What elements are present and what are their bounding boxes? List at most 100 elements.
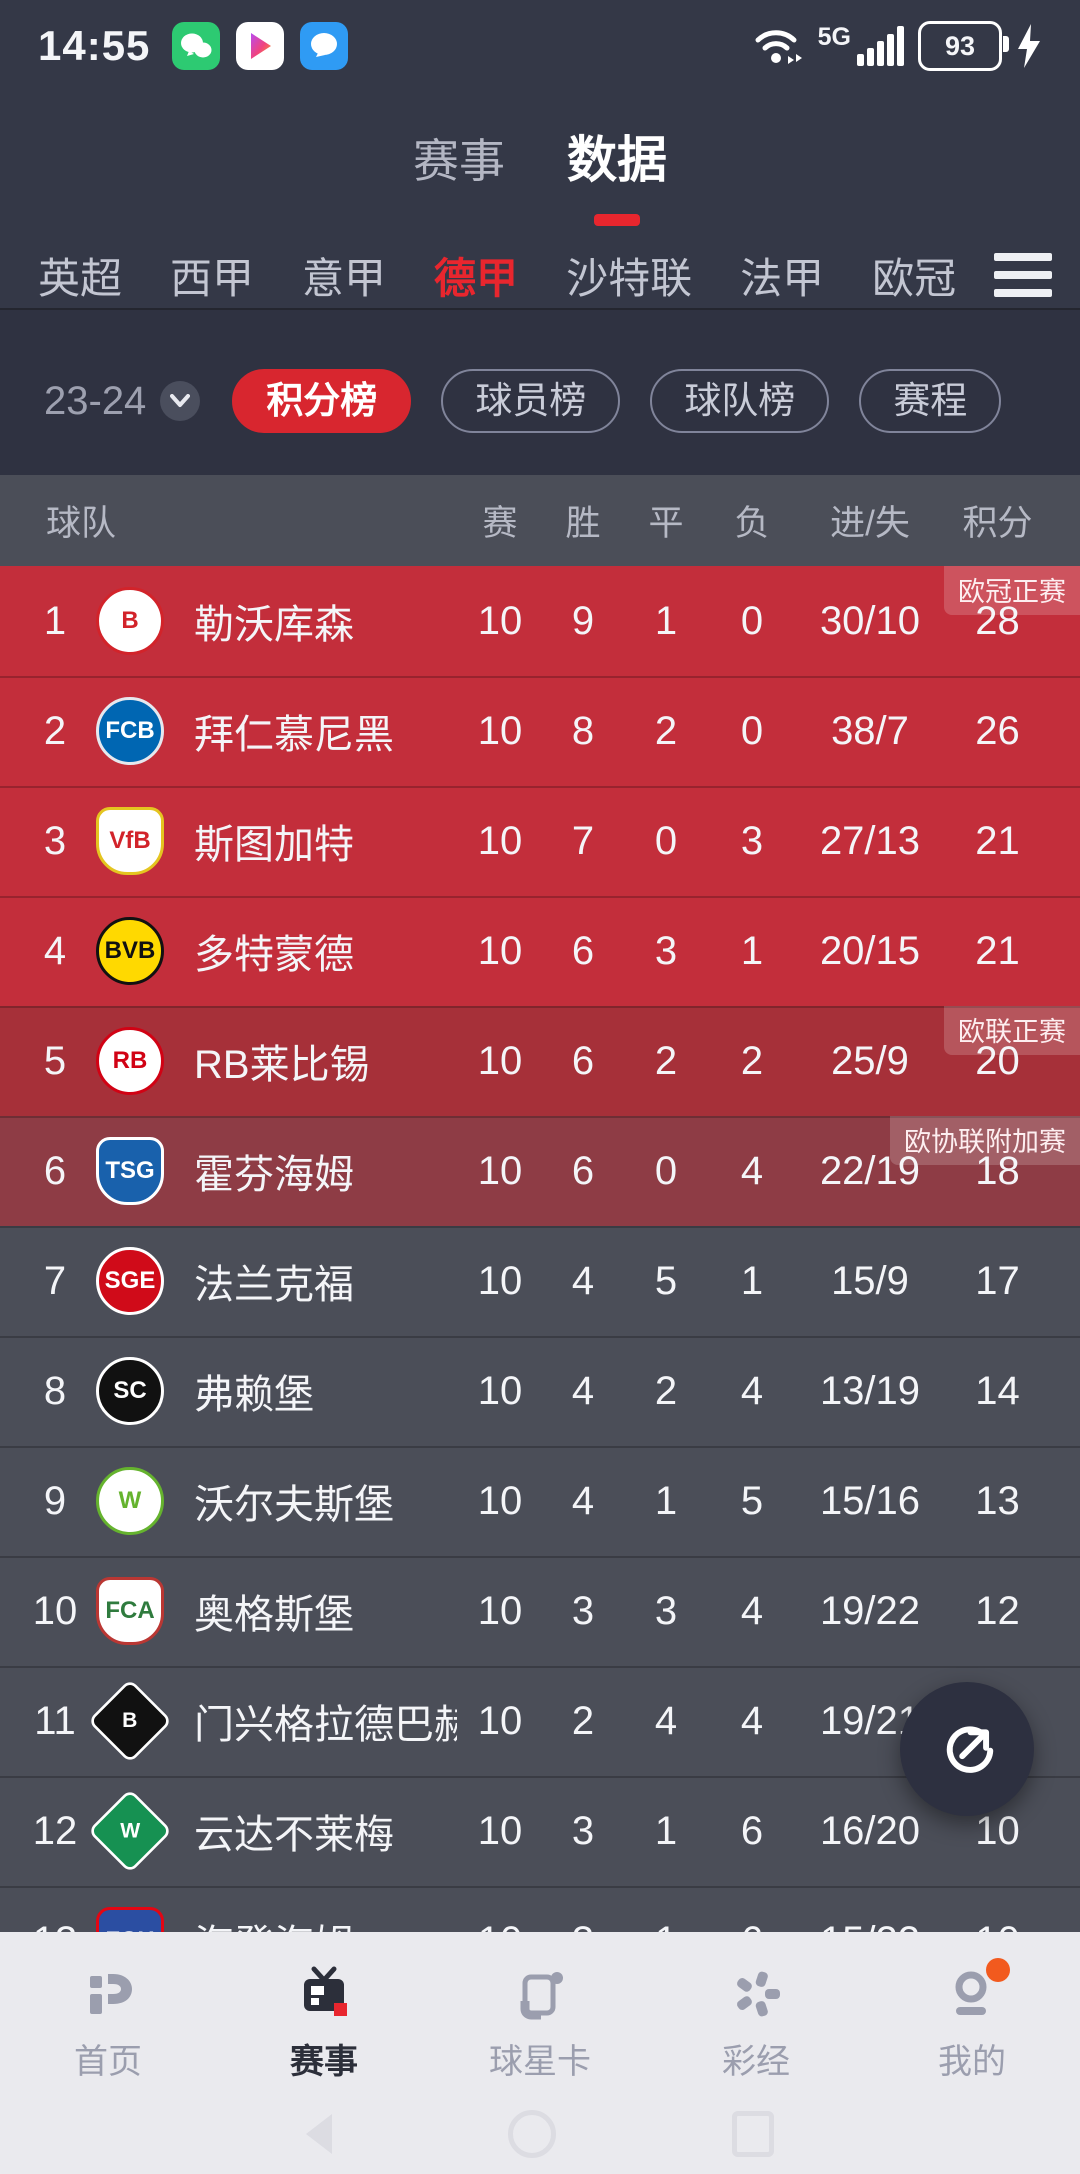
lottery-pinwheel-icon [728,1966,784,2022]
team-logo: FCB [96,697,164,765]
stat-win: 4 [571,1368,595,1413]
back-button[interactable] [306,2114,332,2154]
league-tab-seriea[interactable]: 意甲 [302,254,387,302]
zone-badge: 欧联正赛 [944,1006,1080,1055]
stat-draw: 0 [654,1148,678,1193]
league-tab-bundesliga[interactable]: 德甲 [434,254,519,302]
nav-label: 首页 [74,2043,142,2081]
stat-draw: 0 [654,818,678,863]
table-row[interactable]: 5 RB RB莱比锡 10 6 2 2 25/9 20 欧联正赛 [0,1006,1080,1116]
league-tab-scroller[interactable]: 英超 西甲 意甲 德甲 沙特联 法甲 欧冠 [0,245,968,306]
android-gesture-bar [0,2110,1080,2158]
pill-schedule[interactable]: 赛程 [859,369,1002,433]
wifi-icon [755,30,802,64]
rank: 1 [43,598,67,643]
stat-draw: 5 [654,1258,678,1303]
notification-app-icons [172,22,349,70]
team-logo: VfB [96,807,164,875]
nav-label: 彩经 [722,2043,790,2081]
table-row[interactable]: 6 TSG 霍芬海姆 10 6 0 4 22/19 18 欧协联附加赛 [0,1116,1080,1226]
stat-points: 10 [975,1808,1020,1853]
nav-home[interactable]: 首页 [0,1966,216,2083]
team-name: RB莱比锡 [194,1043,370,1087]
stat-loss: 0 [740,708,764,753]
filter-row: 23-24 积分榜 球员榜 球队榜 赛程 [0,368,1080,434]
pill-teams[interactable]: 球队榜 [650,369,830,433]
col-win: 胜 [565,504,601,543]
recents-button[interactable] [732,2111,774,2157]
view-pills: 积分榜 球员榜 球队榜 赛程 [232,369,1002,433]
home-button[interactable] [508,2110,556,2158]
stat-win: 6 [571,1038,595,1083]
share-fab[interactable] [900,1682,1034,1816]
team-logo: SGE [96,1247,164,1315]
team-name: 斯图加特 [194,823,354,867]
col-team: 球队 [46,504,117,543]
stat-played: 10 [477,1038,523,1083]
tab-matches[interactable]: 赛事 [413,135,505,187]
league-tab-ligue1[interactable]: 法甲 [740,254,825,302]
stat-loss: 3 [740,818,764,863]
rank: 2 [43,708,67,753]
chevron-down-icon [160,381,201,421]
table-row[interactable]: 8 SC 弗赖堡 10 4 2 4 13/19 14 [0,1336,1080,1446]
status-bar: 14:55 5G [0,14,1080,78]
stat-win: 8 [571,708,595,753]
table-row[interactable]: 4 BVB 多特蒙德 10 6 3 1 20/15 21 [0,896,1080,1006]
league-tab-laliga[interactable]: 西甲 [170,254,255,302]
stat-played: 10 [477,1478,523,1523]
stat-draw: 1 [654,1808,678,1853]
team-name: 门兴格拉德巴赫 [194,1703,457,1747]
signal-5g-icon: 5G [818,23,904,66]
stat-goals: 30/10 [819,598,921,643]
stat-loss: 4 [740,1698,764,1743]
team-name: 奥格斯堡 [194,1593,354,1637]
table-row[interactable]: 3 VfB 斯图加特 10 7 0 3 27/13 21 [0,786,1080,896]
stat-draw: 1 [654,598,678,643]
table-row[interactable]: 9 W 沃尔夫斯堡 10 4 1 5 15/16 13 [0,1446,1080,1556]
league-menu-icon[interactable] [994,247,1052,303]
table-row[interactable]: 11 B 门兴格拉德巴赫 10 2 4 4 19/21 10 [0,1666,1080,1776]
table-row[interactable]: 12 W 云达不莱梅 10 3 1 6 16/20 10 [0,1776,1080,1886]
table-row[interactable]: 1 B 勒沃库森 10 9 1 0 30/10 28 欧冠正赛 [0,566,1080,676]
rank: 9 [43,1478,67,1523]
stat-loss: 0 [740,598,764,643]
table-row[interactable]: 7 SGE 法兰克福 10 4 5 1 15/9 17 [0,1226,1080,1336]
rank: 11 [34,1698,76,1743]
table-row[interactable]: 2 FCB 拜仁慕尼黑 10 8 2 0 38/7 26 [0,676,1080,786]
pill-standings[interactable]: 积分榜 [232,369,412,433]
nav-lottery[interactable]: 彩经 [648,1966,864,2083]
nav-star-cards[interactable]: 球星卡 [432,1966,648,2083]
stat-win: 3 [571,1808,595,1853]
zone-badge: 欧协联附加赛 [890,1116,1080,1165]
nav-matches[interactable]: 赛事 [216,1966,432,2083]
stat-goals: 25/9 [831,1038,909,1083]
stat-loss: 1 [740,928,764,973]
stat-win: 7 [571,818,595,863]
stat-loss: 4 [740,1148,764,1193]
home-logo-icon [80,1966,136,2022]
stat-draw: 3 [654,1588,678,1633]
season-selector[interactable]: 23-24 [44,379,201,424]
stat-goals: 13/19 [819,1368,921,1413]
tab-data[interactable]: 数据 [567,120,667,192]
stat-played: 10 [477,818,523,863]
stat-win: 6 [571,1148,595,1193]
team-logo: SC [96,1357,164,1425]
stat-draw: 4 [654,1698,678,1743]
league-tab-ucl[interactable]: 欧冠 [872,254,957,302]
stat-win: 6 [571,928,595,973]
stat-goals: 15/16 [819,1478,921,1523]
league-tab-saudi[interactable]: 沙特联 [566,254,693,302]
stat-win: 4 [571,1258,595,1303]
team-logo: W [87,1788,173,1874]
pill-players[interactable]: 球员榜 [441,369,621,433]
league-tab-bar: 英超 西甲 意甲 德甲 沙特联 法甲 欧冠 [0,246,1080,304]
col-points: 积分 [962,504,1033,543]
stat-points: 18 [975,1148,1020,1193]
nav-profile[interactable]: 我的 [864,1958,1080,2083]
table-row[interactable]: 10 FCA 奥格斯堡 10 3 3 4 19/22 12 [0,1556,1080,1666]
team-logo: FCA [96,1577,164,1645]
stat-points: 12 [975,1588,1020,1633]
league-tab-premier[interactable]: 英超 [38,254,123,302]
